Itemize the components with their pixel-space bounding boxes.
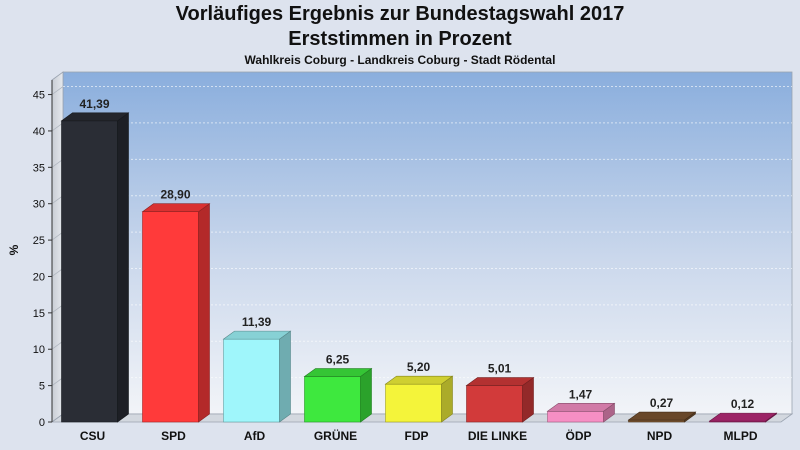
x-tick-label: CSU	[80, 429, 105, 443]
x-tick-label: GRÜNE	[314, 428, 357, 443]
chart-subtitle: Wahlkreis Coburg - Landkreis Coburg - St…	[244, 53, 556, 67]
gridline-side	[51, 377, 64, 386]
y-tick-label: 45	[33, 90, 45, 102]
x-tick-label: DIE LINKE	[468, 429, 527, 443]
gridline-side	[51, 340, 64, 350]
bar-afd	[222, 330, 292, 423]
data-label: 0,12	[731, 397, 755, 411]
bar-csu	[60, 112, 130, 423]
x-tick-label: NPD	[647, 429, 673, 443]
gridline-side	[51, 122, 64, 132]
gridline-side	[51, 304, 64, 314]
chart-title-line-2: Erststimmen in Prozent	[288, 28, 512, 50]
y-tick-label: 20	[33, 271, 45, 283]
x-tick-label: ÖDP	[565, 428, 591, 443]
y-axis-label: %	[7, 244, 21, 255]
bar-grüne	[303, 367, 373, 423]
x-tick-label: FDP	[405, 429, 429, 443]
gridline-side	[51, 195, 64, 205]
x-tick-label: SPD	[161, 429, 186, 443]
x-tick-label: MLPD	[724, 429, 758, 443]
y-tick-label: 25	[33, 235, 45, 247]
data-label: 41,39	[79, 97, 109, 111]
chart-title: Vorläufiges Ergebnis zur Bundestagswahl …	[175, 3, 625, 25]
y-tick-label: 0	[39, 417, 45, 429]
y-tick-label: 30	[33, 199, 45, 211]
gridline-side	[51, 268, 64, 277]
bar-mlpd	[708, 412, 778, 423]
gridline-side	[51, 86, 64, 95]
gridline-side	[51, 158, 64, 168]
data-label: 0,27	[650, 396, 674, 410]
y-tick-label: 40	[33, 126, 45, 138]
y-tick-label: 10	[33, 344, 45, 356]
data-label: 6,25	[326, 353, 350, 367]
bar-spd	[141, 203, 211, 423]
bar-ödp	[546, 402, 616, 423]
data-label: 1,47	[569, 387, 593, 401]
x-tick-label: AfD	[244, 429, 266, 443]
y-tick-label: 5	[39, 381, 45, 393]
y-tick-label: 35	[33, 162, 45, 174]
data-label: 11,39	[242, 315, 272, 329]
bar-die-linke	[465, 376, 535, 423]
data-label: 5,20	[407, 360, 431, 374]
y-tick-label: 15	[33, 308, 45, 320]
bar-npd	[627, 411, 697, 423]
bar-fdp	[384, 375, 454, 423]
data-label: 28,90	[160, 188, 190, 202]
data-label: 5,01	[488, 362, 512, 376]
gridline-side	[51, 231, 64, 241]
